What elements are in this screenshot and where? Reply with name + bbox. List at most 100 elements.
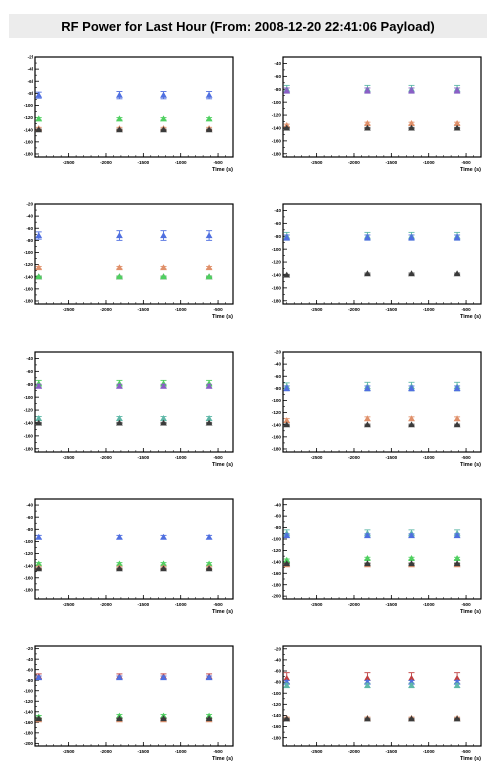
x-tick-label: -1500	[385, 307, 397, 312]
x-tick-label: -1000	[423, 307, 435, 312]
data-point	[364, 532, 371, 539]
y-tick-label: -120	[24, 262, 34, 267]
y-tick-label: -120	[24, 699, 34, 704]
data-point	[35, 264, 43, 271]
data-point	[116, 126, 123, 133]
x-axis-label: Time (s)	[212, 609, 233, 615]
x-tick-label: -2000	[348, 160, 360, 165]
y-tick-label: -100	[272, 691, 282, 696]
data-point	[205, 565, 213, 572]
data-point	[453, 682, 461, 688]
y-tick-label: -120	[24, 115, 34, 120]
data-point	[160, 273, 167, 280]
data-point	[160, 415, 167, 422]
y-tick-label: -60	[274, 514, 281, 519]
page-title: RF Power for Last Hour (From: 2008-12-20…	[61, 18, 435, 34]
x-tick-label: -1000	[175, 749, 187, 754]
x-tick-label: -500	[461, 602, 471, 607]
plot-frame	[282, 498, 482, 600]
x-axis-label: Time (s)	[212, 462, 233, 468]
y-tick-label: -120	[272, 702, 282, 707]
x-tick-label: -2000	[100, 455, 112, 460]
x-tick-label: -2500	[311, 455, 323, 460]
y-tick-label: -160	[272, 285, 282, 290]
data-point	[35, 273, 43, 280]
y-tick-label: -4l	[28, 67, 33, 72]
data-point	[116, 91, 123, 98]
plot-frame	[34, 56, 234, 158]
y-tick-label: -180	[272, 298, 282, 303]
data-point	[160, 382, 167, 389]
data-point	[160, 533, 167, 540]
y-tick-label: -80	[26, 382, 33, 387]
y-tick-label: -100	[272, 537, 282, 542]
x-axis-label: Time (s)	[212, 756, 233, 762]
y-tick-label: -120	[272, 113, 282, 118]
data-point	[205, 232, 213, 239]
y-tick-label: -180	[24, 730, 34, 735]
chart-panel-9: -20 -40 -60 -80 -100 -120 -140 -160 -180 -200 -250…	[24, 645, 234, 762]
chart-panel-5: -40 -60 -80 -100 -120 -140 -160 -180 -2500 -2000 -…	[24, 351, 234, 468]
x-tick-label: -2000	[100, 307, 112, 312]
data-point	[408, 555, 415, 561]
y-tick-label: -80	[26, 527, 33, 532]
plot-frame	[34, 351, 234, 453]
x-tick-label: -500	[461, 749, 471, 754]
plot-frame	[282, 56, 482, 158]
y-tick-label: -100	[272, 247, 282, 252]
x-tick-label: -2000	[348, 749, 360, 754]
y-tick-label: -140	[24, 421, 34, 426]
y-tick-label: -80	[274, 234, 281, 239]
data-point	[283, 87, 291, 94]
y-tick-label: -160	[24, 286, 34, 291]
data-point	[35, 126, 43, 133]
x-tick-label: -2500	[63, 602, 75, 607]
y-tick-label: -180	[24, 446, 34, 451]
data-point	[453, 415, 461, 422]
data-point	[283, 417, 291, 424]
data-point	[364, 715, 371, 722]
data-point	[408, 124, 415, 131]
data-point	[364, 682, 371, 688]
y-tick-label: -100	[24, 395, 34, 400]
x-tick-label: -1500	[137, 455, 149, 460]
x-tick-label: -2500	[311, 602, 323, 607]
data-point	[408, 384, 415, 391]
data-point	[283, 715, 291, 722]
data-point	[364, 270, 371, 277]
y-tick-label: -140	[272, 713, 282, 718]
data-point	[364, 234, 371, 241]
data-point	[160, 232, 167, 239]
x-tick-label: -500	[461, 307, 471, 312]
x-tick-label: -2000	[100, 160, 112, 165]
data-point	[116, 533, 123, 540]
plot-frame	[282, 645, 482, 747]
data-point	[453, 421, 461, 428]
data-point	[35, 533, 43, 540]
x-tick-label: -1500	[385, 160, 397, 165]
chart-panel-8: -40 -60 -80 -100 -120 -140 -160 -180 -200 -2500 -2…	[272, 498, 482, 615]
x-tick-label: -2000	[348, 307, 360, 312]
x-axis-label: Time (s)	[212, 167, 233, 173]
data-point	[35, 674, 43, 681]
y-tick-label: -200	[272, 594, 282, 599]
x-tick-label: -1000	[175, 602, 187, 607]
data-point	[408, 532, 415, 539]
y-tick-label: -140	[272, 422, 282, 427]
x-axis-label: Time (s)	[460, 314, 481, 320]
y-tick-label: -60	[274, 221, 281, 226]
data-point	[116, 419, 123, 426]
data-point	[283, 384, 291, 391]
y-tick-label: -6l	[28, 79, 33, 84]
y-tick-label: -40	[274, 61, 281, 66]
data-point	[116, 273, 123, 280]
data-point	[160, 674, 167, 681]
x-axis-label: Time (s)	[212, 314, 233, 320]
data-point	[408, 682, 415, 688]
x-tick-label: -1500	[137, 160, 149, 165]
y-tick-label: -100	[24, 539, 34, 544]
data-point	[408, 120, 415, 127]
data-point	[35, 560, 43, 567]
y-tick-label: -120	[24, 408, 34, 413]
